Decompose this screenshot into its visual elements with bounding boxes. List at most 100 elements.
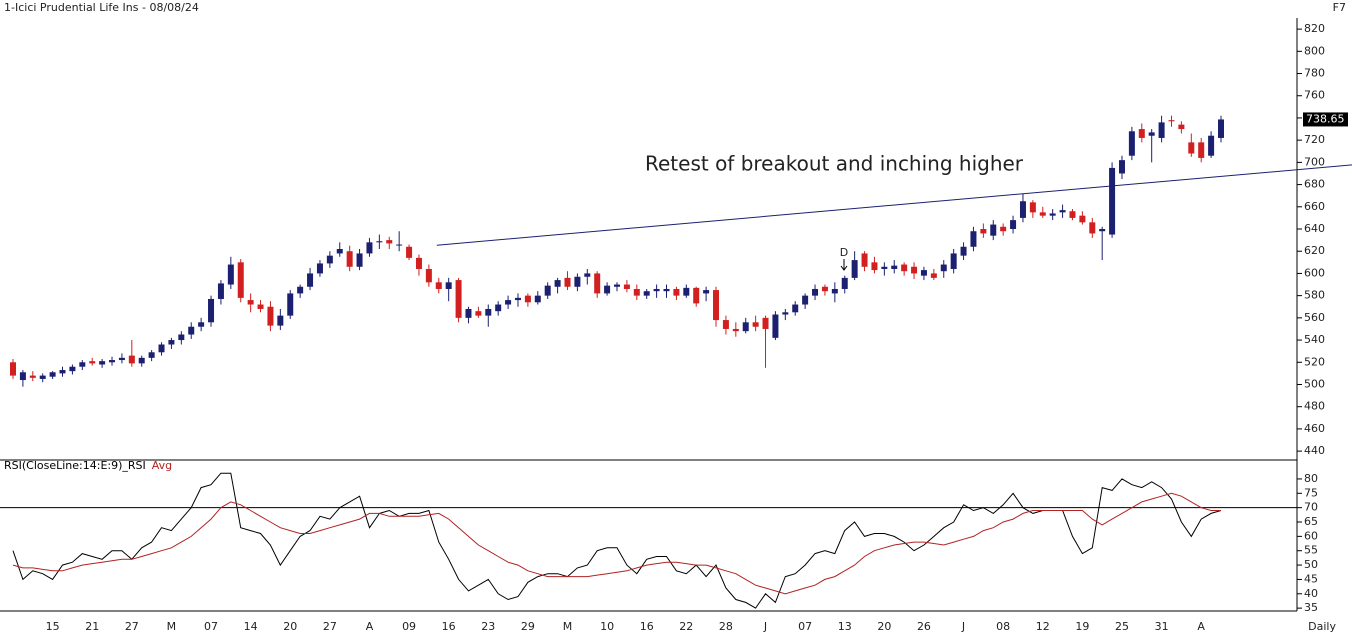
y-tick-label: 80 [1304, 472, 1318, 485]
x-tick-label: 12 [1036, 620, 1050, 633]
candle-body [604, 285, 611, 294]
candle-body [109, 360, 116, 363]
last-price-box [1303, 112, 1348, 127]
candle-body [713, 290, 720, 321]
candle-body [505, 300, 512, 305]
candle-body [1019, 201, 1026, 218]
x-tick-label: 13 [838, 620, 852, 633]
candle-body [346, 251, 353, 267]
trendline [436, 164, 1352, 246]
y-tick-label: 500 [1304, 377, 1325, 390]
candle-body [10, 362, 16, 376]
candle-body [257, 304, 264, 309]
annotation: Retest of breakout and inching higher [645, 152, 1024, 176]
x-tick-label: 16 [442, 620, 456, 633]
candle-body [554, 280, 561, 287]
x-tick-label: J [961, 620, 965, 633]
x-tick-label: 07 [204, 620, 218, 633]
candle-body [861, 253, 868, 267]
x-tick-label: M [563, 620, 573, 633]
candle-body [841, 277, 848, 289]
legend-entry: Avg [152, 459, 172, 472]
candle-body [386, 240, 393, 244]
candle-body [1079, 215, 1086, 223]
y-tick-label: 540 [1304, 333, 1325, 346]
x-tick-label: 19 [1075, 620, 1089, 633]
candle-body [772, 314, 779, 338]
candle-body [514, 297, 521, 301]
last-price-label: 738.65 [1306, 112, 1345, 125]
y-tick-label: 460 [1304, 422, 1325, 435]
candle-body [1158, 122, 1165, 138]
candle-body [396, 244, 403, 246]
candle-body [812, 288, 819, 296]
candle-body [911, 266, 918, 274]
candle-body [524, 295, 531, 303]
candle-body [782, 312, 789, 315]
x-tick-label: 28 [719, 620, 733, 633]
candle-body [683, 287, 690, 296]
x-tick-label: 08 [996, 620, 1010, 633]
candle-body [623, 284, 630, 289]
x-tick-label: 22 [679, 620, 693, 633]
y-tick-label: 680 [1304, 178, 1325, 191]
candle-body [732, 328, 739, 332]
y-tick-label: 660 [1304, 200, 1325, 213]
candle-body [99, 361, 106, 365]
candle-body [1069, 211, 1076, 218]
corner-label: F7 [1333, 1, 1346, 14]
candle-body [217, 283, 224, 299]
candle-body [415, 257, 422, 269]
legend-entry: RSI(CloseLine:14:E:9)_RSI [4, 459, 146, 472]
x-tick-label: 31 [1155, 620, 1169, 633]
x-tick-label: 27 [125, 620, 139, 633]
chart-title: 1-Icici Prudential Life Ins - 08/08/24 [4, 1, 199, 14]
candle-body [920, 270, 927, 276]
x-tick-label: 26 [917, 620, 931, 633]
y-tick-label: 75 [1304, 486, 1318, 499]
y-tick-label: 640 [1304, 222, 1325, 235]
candle-body [1218, 119, 1224, 138]
candle-body [792, 304, 799, 313]
candle-body [633, 288, 640, 296]
candle-body [336, 248, 343, 254]
candle-body [980, 229, 987, 234]
candle-body [495, 304, 502, 312]
candle-body [366, 242, 373, 254]
candle-body [79, 362, 86, 367]
candle-body [376, 241, 383, 243]
candle-body [1010, 220, 1017, 230]
candle-body [435, 282, 442, 289]
candle-body [703, 290, 710, 294]
candle-body [158, 344, 165, 353]
y-tick-label: 580 [1304, 289, 1325, 302]
candle-body [891, 265, 898, 269]
y-tick-label: 600 [1304, 266, 1325, 279]
candle-body [465, 308, 472, 318]
candle-body [475, 311, 482, 316]
candle-body [960, 246, 967, 256]
candle-body [1168, 120, 1175, 122]
candle-body [940, 264, 947, 272]
candle-body [594, 273, 601, 294]
candle-body [1099, 229, 1106, 232]
candle-body [59, 370, 66, 374]
candle-body [534, 295, 541, 303]
candle-body [148, 352, 155, 358]
y-tick-label: 35 [1304, 601, 1318, 614]
candle-body [19, 372, 26, 381]
x-tick-label: 15 [46, 620, 60, 633]
candle-body [445, 282, 452, 289]
x-tick-label: M [167, 620, 177, 633]
rsi-line [12, 492, 1221, 595]
candle-body [128, 355, 135, 364]
candle-body [614, 284, 620, 287]
candle-body [178, 334, 185, 341]
candle-body [643, 291, 650, 296]
candle-body [455, 280, 462, 318]
candle-body [227, 264, 234, 285]
candle-body [287, 293, 294, 316]
y-tick-label: 40 [1304, 587, 1318, 600]
x-tick-label: 25 [1115, 620, 1129, 633]
